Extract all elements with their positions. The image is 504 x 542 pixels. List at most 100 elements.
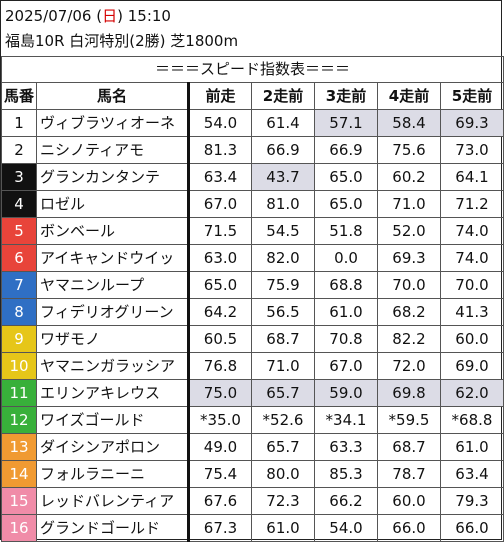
speed-index-value: 52.0 (377, 217, 441, 245)
speed-index-value: 67.0 (188, 190, 252, 218)
speed-index-value: 60.2 (377, 163, 441, 191)
horse-number: 7 (1, 271, 37, 299)
speed-index-value: 61.4 (251, 109, 315, 137)
speed-index-value: 54.0 (188, 109, 252, 137)
col-header-2-races-ago: 2走前 (251, 82, 315, 110)
speed-index-value: 60.0 (439, 325, 504, 353)
speed-index-value: 81.3 (188, 136, 252, 164)
speed-index-value: 67.6 (188, 487, 252, 515)
speed-index-value: 82.0 (251, 244, 315, 272)
speed-index-value: 66.9 (314, 136, 378, 164)
speed-index-value: 49.0 (188, 433, 252, 461)
speed-index-value: 74.0 (439, 217, 504, 245)
table-banner: ＝＝＝スピード指数表＝＝＝ (0, 56, 504, 83)
speed-index-value: 68.7 (377, 433, 441, 461)
table-row: 12 ワイズゴールド *35.0 *52.6 *34.1 *59.5 *68.8 (1, 406, 504, 434)
speed-index-value: 66.2 (314, 487, 378, 515)
speed-index-value: 75.6 (377, 136, 441, 164)
horse-name: ニシノティアモ (36, 136, 190, 164)
day-close: ) (117, 7, 123, 25)
speed-index-value: 75.0 (188, 379, 252, 407)
speed-index-value: 64.1 (439, 163, 504, 191)
speed-index-value: 71.2 (439, 190, 504, 218)
speed-index-value: 65.0 (314, 163, 378, 191)
table-row: 5 ボンベール 71.5 54.5 51.8 52.0 74.0 (1, 217, 504, 245)
table-row: 15 レッドバレンティア 67.6 72.3 66.2 60.0 79.3 (1, 487, 504, 515)
horse-name: ヴィブラツィオーネ (36, 109, 190, 137)
speed-index-value: 56.5 (251, 298, 315, 326)
speed-index-value: 70.0 (439, 271, 504, 299)
speed-index-value: 68.2 (377, 298, 441, 326)
speed-index-value: 81.0 (251, 190, 315, 218)
race-date: 2025/07/06 (5, 7, 92, 25)
speed-index-value: 60.5 (188, 325, 252, 353)
horse-number: 3 (1, 163, 37, 191)
horse-number: 13 (1, 433, 37, 461)
speed-index-value: 63.0 (188, 244, 252, 272)
horse-number: 10 (1, 352, 37, 380)
race-time: 15:10 (122, 7, 171, 25)
speed-index-value: *34.1 (314, 406, 378, 434)
horse-number: 2 (1, 136, 37, 164)
speed-index-value: 70.0 (377, 271, 441, 299)
race-weekday: 日 (102, 7, 118, 25)
speed-index-value: 63.4 (188, 163, 252, 191)
speed-index-value: 54.5 (251, 217, 315, 245)
speed-index-value: 66.0 (377, 514, 441, 542)
col-header-5-races-ago: 5走前 (439, 82, 504, 110)
col-header-4-races-ago: 4走前 (377, 82, 441, 110)
speed-index-value: 43.7 (251, 163, 315, 191)
speed-index-value: 0.0 (314, 244, 378, 272)
speed-index-value: 60.0 (377, 487, 441, 515)
col-header-last-race: 前走 (188, 82, 252, 110)
speed-index-value: 76.8 (188, 352, 252, 380)
column-header-row: 馬番 馬名 前走 2走前 3走前 4走前 5走前 (1, 82, 504, 110)
horse-number: 12 (1, 406, 37, 434)
table-row: 6 アイキャンドウイッ 63.0 82.0 0.0 69.3 74.0 (1, 244, 504, 272)
race-info: 福島10R 白河特別(2勝) 芝1800m (5, 32, 239, 50)
speed-index-value: 69.3 (439, 109, 504, 137)
speed-index-value: 61.0 (314, 298, 378, 326)
speed-index-value: 67.0 (314, 352, 378, 380)
speed-index-value: *52.6 (251, 406, 315, 434)
speed-index-value: 68.7 (251, 325, 315, 353)
speed-index-value: 54.0 (314, 514, 378, 542)
table-row: 13 ダイシンアポロン 49.0 65.7 63.3 68.7 61.0 (1, 433, 504, 461)
horse-name: ヤマニンループ (36, 271, 190, 299)
speed-index-value: 64.2 (188, 298, 252, 326)
speed-index-value: 67.3 (188, 514, 252, 542)
horse-number: 6 (1, 244, 37, 272)
speed-index-value: 69.3 (377, 244, 441, 272)
horse-name: グランドゴールド (36, 514, 190, 542)
speed-index-value: 65.0 (188, 271, 252, 299)
horse-number: 8 (1, 298, 37, 326)
horse-name: ロゼル (36, 190, 190, 218)
horse-number: 16 (1, 514, 37, 542)
speed-index-value: 78.7 (377, 460, 441, 488)
speed-index-value: *59.5 (377, 406, 441, 434)
speed-index-value: 66.9 (251, 136, 315, 164)
horse-name: ワザモノ (36, 325, 190, 353)
speed-index-value: 58.4 (377, 109, 441, 137)
table-row: 11 エリンアキレウス 75.0 65.7 59.0 69.8 62.0 (1, 379, 504, 407)
col-header-number: 馬番 (1, 82, 37, 110)
speed-index-value: 66.0 (439, 514, 504, 542)
speed-index-table: ＝＝＝スピード指数表＝＝＝ 馬番 馬名 前走 2走前 3走前 4走前 5走前 1… (0, 56, 504, 542)
table-row: 9 ワザモノ 60.5 68.7 70.8 82.2 60.0 (1, 325, 504, 353)
day-open: ( (91, 7, 103, 25)
table-row: 1 ヴィブラツィオーネ 54.0 61.4 57.1 58.4 69.3 (1, 109, 504, 137)
speed-index-value: 69.0 (439, 352, 504, 380)
speed-index-value: 72.0 (377, 352, 441, 380)
speed-index-value: 63.3 (314, 433, 378, 461)
speed-index-value: 57.1 (314, 109, 378, 137)
speed-index-value: 85.3 (314, 460, 378, 488)
speed-index-value: 65.0 (314, 190, 378, 218)
speed-index-value: 63.4 (439, 460, 504, 488)
speed-index-value: 59.0 (314, 379, 378, 407)
horse-number: 4 (1, 190, 37, 218)
speed-index-value: 80.0 (251, 460, 315, 488)
table-row: 3 グランカンタンテ 63.4 43.7 65.0 60.2 64.1 (1, 163, 504, 191)
speed-index-value: 61.0 (251, 514, 315, 542)
horse-name: レッドバレンティア (36, 487, 190, 515)
